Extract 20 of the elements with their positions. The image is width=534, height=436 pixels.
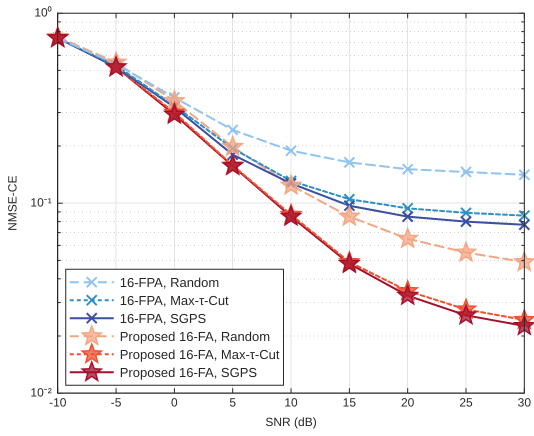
x-tick-label: 30 xyxy=(518,396,532,410)
x-tick-label: 5 xyxy=(229,396,236,410)
y-tick-label: 10⁻² xyxy=(30,386,52,400)
legend-label: 16-FPA, Max-τ-Cut xyxy=(120,292,230,308)
legend-label: Proposed 16-FA, Random xyxy=(120,328,270,344)
x-tick-label: -5 xyxy=(110,396,122,410)
legend-label: Proposed 16-FA, Max-τ-Cut xyxy=(120,346,280,362)
x-tick-label: 15 xyxy=(342,396,356,410)
x-tick-label: 0 xyxy=(171,396,178,410)
x-tick-label: 25 xyxy=(459,396,473,410)
legend-label: 16-FPA, SGPS xyxy=(120,310,207,326)
x-tick-label: 10 xyxy=(284,396,298,410)
legend-label: 16-FPA, Random xyxy=(120,274,220,290)
y-axis-title: NMSE-CE xyxy=(6,176,20,231)
legend-label: Proposed 16-FA, SGPS xyxy=(120,364,258,380)
x-axis-title: SNR (dB) xyxy=(265,415,317,430)
x-tick-label: -10 xyxy=(49,396,67,410)
y-tick-label: 10⁻¹ xyxy=(30,196,52,210)
x-tick-label: 20 xyxy=(401,396,415,410)
y-tick-label: 10⁰ xyxy=(34,6,52,20)
